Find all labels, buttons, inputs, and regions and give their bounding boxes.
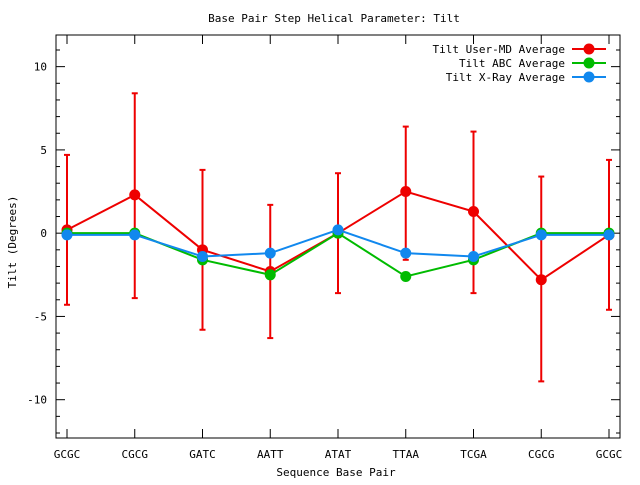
y-tick-label: 0 — [40, 227, 47, 240]
legend-swatch-marker-3 — [583, 71, 595, 83]
x-tick-label: AATT — [257, 448, 284, 461]
series-point-3 — [468, 250, 479, 262]
series-point-3 — [400, 247, 412, 259]
legend-label-3: Tilt X-Ray Average — [446, 71, 565, 84]
series-point-3 — [264, 247, 276, 259]
series-point-3 — [61, 229, 73, 241]
x-axis-label: Sequence Base Pair — [276, 466, 396, 479]
series-point-3 — [197, 250, 208, 262]
chart-title: Base Pair Step Helical Parameter: Tilt — [208, 12, 460, 25]
y-tick-label: -5 — [34, 310, 47, 323]
series-point-3 — [129, 229, 141, 241]
legend-swatch-marker-2 — [583, 57, 595, 69]
x-tick-label: GCGC — [596, 448, 623, 461]
y-axis-label: Tilt (Degrees) — [6, 196, 19, 289]
x-tick-label: ATAT — [325, 448, 352, 461]
series-point-1 — [468, 206, 479, 218]
x-tick-label: GATC — [189, 448, 216, 461]
series-point-1 — [535, 274, 547, 286]
y-tick-label: 10 — [34, 61, 47, 74]
y-tick-label: -10 — [27, 394, 47, 407]
legend-label-2: Tilt ABC Average — [459, 57, 565, 70]
series-point-1 — [400, 186, 412, 198]
series-point-3 — [332, 224, 344, 236]
series-point-2 — [400, 270, 412, 282]
series-point-3 — [535, 229, 547, 241]
series-point-3 — [603, 229, 615, 241]
y-tick-label: 5 — [40, 144, 47, 157]
x-tick-label: CGCG — [122, 448, 149, 461]
legend-swatch-marker-1 — [583, 43, 595, 55]
x-tick-label: CGCG — [528, 448, 555, 461]
x-tick-label: GCGC — [54, 448, 81, 461]
x-tick-label: TCGA — [460, 448, 487, 461]
series-point-2 — [264, 269, 276, 281]
series-point-1 — [129, 189, 141, 201]
legend-label-1: Tilt User-MD Average — [433, 43, 565, 56]
plot-area: -10 -5 0 5 10 GCGC CGCG GATC AATT ATAT TTAA TCGA CGC… — [27, 34, 623, 461]
x-tick-label: TTAA — [393, 448, 420, 461]
